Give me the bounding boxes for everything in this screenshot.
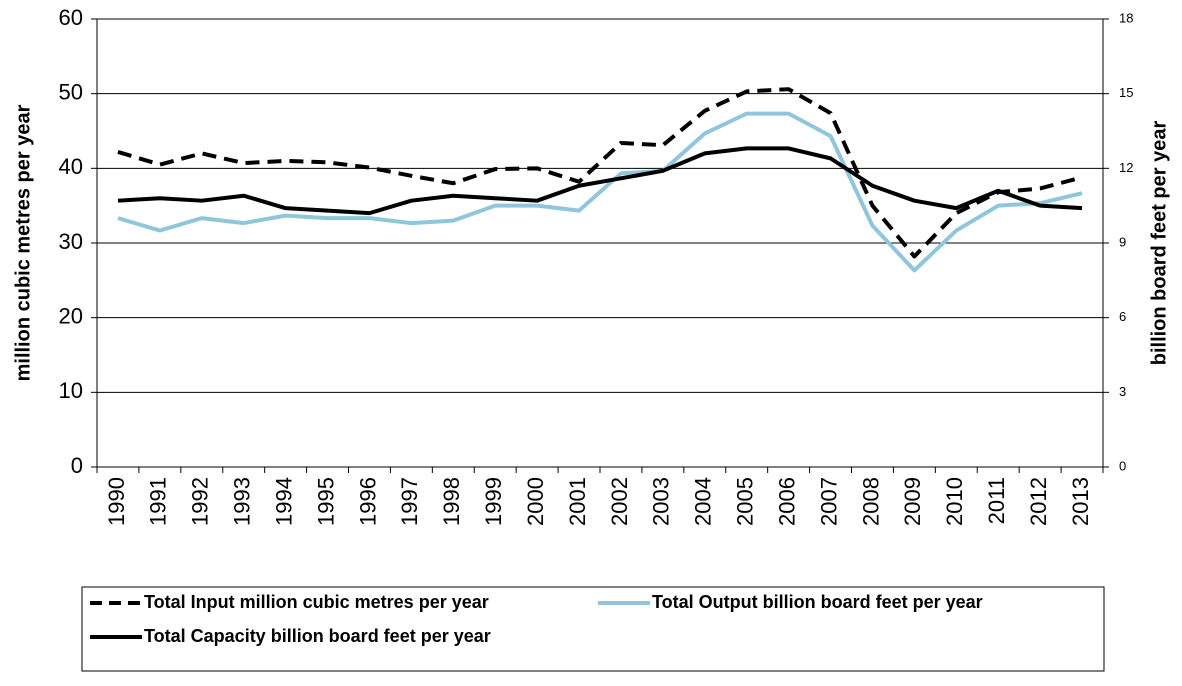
x-tick-label: 2006: [774, 477, 799, 526]
x-tick-label: 1994: [271, 477, 296, 526]
x-tick-label: 1991: [146, 477, 171, 526]
y-tick-label: 30: [59, 229, 83, 254]
x-tick-label: 2011: [984, 477, 1009, 524]
y2-tick-label: 0: [1119, 458, 1126, 473]
x-tick-label: 1999: [481, 477, 506, 526]
legend-box: [81, 586, 1105, 672]
x-tick-label: 2007: [816, 477, 841, 526]
legend-label: Total Input million cubic metres per yea…: [144, 592, 489, 612]
y2-axis-title: billion board feet per year: [1148, 121, 1170, 366]
y2-tick-label: 15: [1119, 85, 1133, 100]
x-tick-label: 2010: [942, 477, 967, 526]
series-line: [117, 146, 1083, 216]
x-tick-label: 2013: [1068, 477, 1093, 526]
legend-label: Total Capacity billion board feet per ye…: [144, 626, 491, 646]
x-tick-label: 2005: [733, 477, 758, 526]
x-tick-label: 2012: [1026, 477, 1051, 526]
x-tick-label: 2002: [607, 477, 632, 526]
x-tick-label: 1992: [188, 477, 213, 526]
y2-tick-label: 9: [1119, 234, 1126, 249]
y2-tick-label: 6: [1119, 309, 1126, 324]
x-tick-label: 1990: [104, 477, 129, 526]
legend-label: Total Output billion board feet per year: [652, 592, 983, 612]
x-tick-label: 1996: [355, 477, 380, 526]
y2-tick-label: 3: [1119, 384, 1126, 399]
x-tick-label: 2008: [858, 477, 883, 526]
y2-tick-label: 18: [1119, 10, 1133, 25]
x-tick-label: 1997: [397, 477, 422, 526]
x-tick-label: 2001: [565, 477, 590, 526]
y-tick-label: 0: [71, 453, 83, 478]
series-line: [117, 111, 1083, 273]
x-tick-label: 2000: [523, 477, 548, 526]
y-tick-label: 40: [59, 154, 83, 179]
x-tick-label: 2004: [691, 477, 716, 526]
x-tick-label: 2009: [900, 477, 925, 526]
y-tick-label: 60: [59, 5, 83, 30]
x-tick-label: 1998: [439, 477, 464, 526]
x-tick-label: 2003: [649, 477, 674, 526]
y-tick-label: 50: [59, 79, 83, 104]
x-tick-label: 1995: [313, 477, 338, 526]
x-tick-label: 1993: [230, 477, 255, 526]
series-line: [117, 87, 1083, 259]
y-tick-label: 10: [59, 378, 83, 403]
y2-tick-label: 12: [1119, 160, 1133, 175]
y-axis-title: million cubic metres per year: [12, 104, 34, 381]
y-tick-label: 20: [59, 303, 83, 328]
